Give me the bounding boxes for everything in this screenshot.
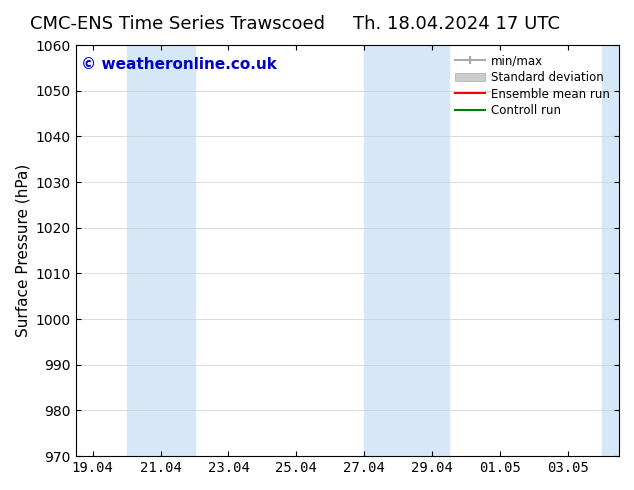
- Bar: [602, 45, 619, 456]
- Text: CMC-ENS Time Series Trawscoed: CMC-ENS Time Series Trawscoed: [30, 15, 325, 33]
- Bar: [127, 45, 195, 456]
- Text: © weatheronline.co.uk: © weatheronline.co.uk: [81, 57, 277, 73]
- Text: Th. 18.04.2024 17 UTC: Th. 18.04.2024 17 UTC: [353, 15, 560, 33]
- Y-axis label: Surface Pressure (hPa): Surface Pressure (hPa): [15, 164, 30, 337]
- Bar: [365, 45, 450, 456]
- Legend: min/max, Standard deviation, Ensemble mean run, Controll run: min/max, Standard deviation, Ensemble me…: [451, 51, 613, 121]
